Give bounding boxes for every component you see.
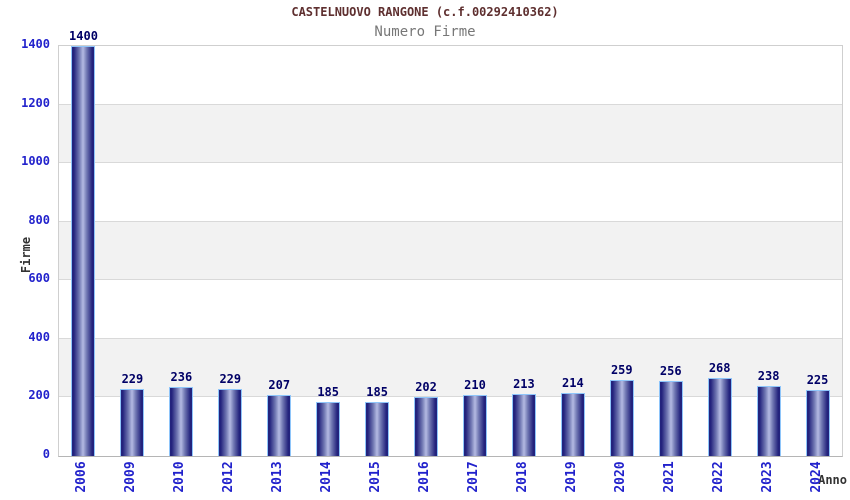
bar-value-label: 210: [464, 377, 486, 392]
bar: [658, 381, 683, 456]
bar: [218, 388, 243, 456]
x-axis-label: Anno: [818, 473, 847, 487]
bar: [511, 393, 536, 456]
x-tick-label: 2013: [270, 461, 286, 493]
gridline: [59, 337, 842, 339]
bar: [609, 380, 634, 456]
bar: [707, 377, 732, 456]
x-tick-label: 2016: [417, 461, 433, 493]
bar-value-label: 202: [415, 379, 437, 394]
bar-value-label: 268: [708, 360, 731, 375]
bar-value-label: 256: [659, 364, 682, 379]
x-tick-label: 2010: [172, 461, 188, 493]
x-tick-label: 2009: [123, 461, 139, 493]
x-tick-label: 2017: [465, 461, 481, 493]
bar: [120, 388, 145, 456]
bar-value-label: 185: [317, 384, 339, 399]
bar-value-label: 229: [121, 371, 144, 386]
gridline: [59, 103, 842, 105]
bar: [756, 386, 781, 456]
bar: [560, 393, 585, 456]
y-tick-label: 200: [28, 388, 50, 403]
bar-value-label: 225: [806, 373, 829, 388]
y-tick-label: 600: [28, 271, 50, 286]
gridline: [59, 279, 842, 281]
grid-band: [59, 104, 842, 164]
gridline: [59, 220, 842, 222]
y-tick-label: 0: [42, 447, 50, 461]
grid-band: [59, 46, 842, 105]
grid-band: [59, 163, 842, 222]
plot-area: 1400 229 236 229 207 185 185 202 210 213 214 259 256…: [58, 29, 843, 457]
x-tick-label: 2020: [612, 461, 628, 493]
bar: [316, 401, 341, 456]
bar: [71, 46, 96, 456]
bar-value-label: 214: [562, 376, 584, 391]
chart-subtitle: Numero Firme: [374, 24, 476, 40]
bar: [462, 394, 487, 456]
bar-value-label: 259: [610, 363, 633, 378]
bar: [414, 396, 439, 456]
gridline: [59, 162, 842, 164]
y-tick-label: 800: [28, 212, 50, 227]
y-tick-label: 1200: [21, 95, 50, 110]
bar: [365, 401, 390, 456]
y-tick-label: 1400: [21, 37, 50, 51]
chart-title: CASTELNUOVO RANGONE (c.f.00292410362): [291, 5, 559, 19]
bar-value-label: 238: [757, 369, 780, 384]
x-tick-label: 2023: [759, 461, 775, 493]
grid-band: [59, 280, 842, 339]
x-tick-label: 2006: [74, 461, 90, 493]
x-tick-label: 2015: [368, 461, 384, 493]
x-tick-label: 2019: [563, 461, 579, 493]
bar-value-label: 185: [366, 384, 388, 399]
bar-value-label: 229: [219, 371, 242, 386]
bar-value-label: 207: [268, 378, 291, 393]
grid-band: [59, 221, 842, 281]
x-tick-label: 2014: [319, 461, 335, 493]
y-tick-label: 1000: [21, 154, 50, 169]
x-tick-label: 2024: [808, 461, 824, 493]
bar: [267, 395, 292, 456]
bar-value-label: 213: [513, 376, 535, 391]
x-tick-label: 2012: [221, 461, 237, 493]
x-tick-label: 2021: [661, 461, 677, 493]
bar-value-label: 236: [170, 369, 193, 384]
gridline: [59, 396, 842, 398]
x-tick-label: 2022: [710, 461, 726, 493]
bar: [169, 386, 194, 456]
bar-value-label: 1400: [69, 29, 98, 43]
y-tick-label: 400: [28, 329, 50, 344]
x-tick-label: 2018: [514, 461, 530, 493]
bar: [805, 390, 830, 456]
